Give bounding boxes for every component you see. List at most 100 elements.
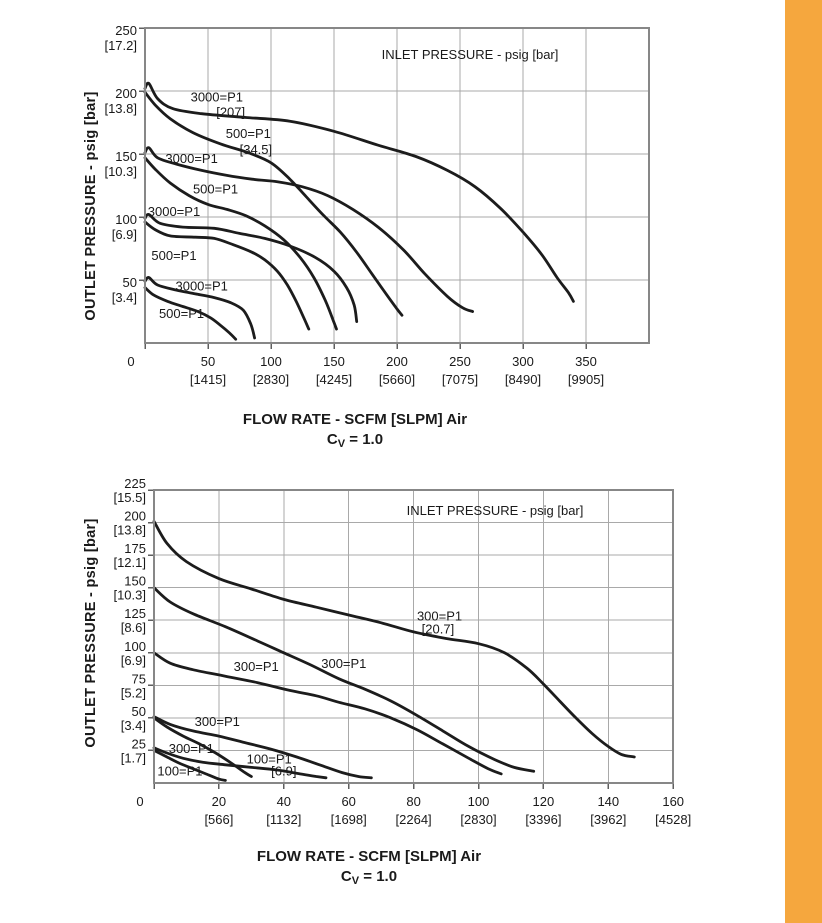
flow-curve-set150-inlet500 (143, 156, 338, 331)
x-tick-sublabel: [4528] (655, 812, 691, 827)
y-tick-label: 100 (115, 212, 137, 227)
x-tick-sublabel: [8490] (505, 372, 541, 387)
y-tick-label: 150 (124, 574, 146, 589)
x-tick-label: 150 (323, 354, 345, 369)
y-axis-title-bottom: OUTLET PRESSURE - psig [bar] (83, 518, 99, 747)
inlet-pressure-legend-bottom: INLET PRESSURE - psig [bar] (407, 503, 584, 518)
x-tick-sublabel: [3962] (590, 812, 626, 827)
curve-annotation: 3000=P1 (165, 151, 217, 166)
y-tick-label: 75 (132, 671, 146, 686)
plot-border (153, 489, 675, 784)
curve-annotation: 100=P1 (247, 752, 292, 767)
x-tick-sublabel: [2830] (253, 372, 289, 387)
y-tick-sublabel: [3.4] (112, 290, 137, 305)
curve-annotation: 500=P1 (159, 306, 204, 321)
y-tick-sublabel: [8.6] (121, 620, 146, 635)
flow-curve-set50-inlet3000 (143, 276, 256, 340)
x-tick-label: 250 (449, 354, 471, 369)
x-tick-sublabel: [5660] (379, 372, 415, 387)
cv-label-top: CV = 1.0 (327, 431, 383, 450)
x-tick-label: 200 (386, 354, 408, 369)
x-tick-sublabel: [2264] (396, 812, 432, 827)
x-tick-label: 60 (341, 794, 355, 809)
curve-annotation: 300=P1 (417, 608, 462, 623)
x-tick-label: 120 (533, 794, 555, 809)
y-tick-label: 50 (132, 704, 146, 719)
flow-curve-set150-inlet3000 (143, 146, 474, 313)
curve-annotation: 3000=P1 (175, 278, 227, 293)
x-tick-label: 40 (277, 794, 291, 809)
flow-curve-set100-inlet500 (143, 220, 311, 331)
y-tick-label: 175 (124, 541, 146, 556)
curve-annotation: 3000=P1 (191, 89, 243, 104)
y-tick-label: 125 (124, 606, 146, 621)
y-tick-sublabel: [13.8] (104, 101, 137, 116)
y-tick-sublabel: [12.1] (113, 555, 146, 570)
y-tick-label: 50 (123, 275, 137, 290)
x-tick-sublabel: [1132] (266, 812, 301, 827)
x-tick-label: 100 (260, 354, 282, 369)
y-tick-sublabel: [13.8] (113, 523, 146, 538)
x-tick-sublabel: [566] (204, 812, 233, 827)
y-tick-label: 150 (115, 149, 137, 164)
y-tick-label: 100 (124, 639, 146, 654)
y-tick-sublabel: [10.3] (113, 588, 146, 603)
curve-annotation: [20.7] (422, 621, 455, 636)
flow-curve-set200-inlet500 (143, 90, 404, 317)
x-tick-sublabel: [7075] (442, 372, 478, 387)
inlet-pressure-legend-top: INLET PRESSURE - psig [bar] (382, 47, 559, 62)
y-tick-label: 25 (132, 736, 146, 751)
flow-curve-set50-inlet100 (152, 716, 253, 778)
x-tick-label: 80 (406, 794, 420, 809)
x-tick-label: 140 (597, 794, 619, 809)
curve-annotation: 300=P1 (321, 656, 366, 671)
x-tick-label: 20 (212, 794, 226, 809)
y-tick-sublabel: [5.2] (121, 685, 146, 700)
page-edge-accent-bar (785, 0, 822, 923)
flow-curve-set200-inlet3000 (143, 81, 575, 303)
flow-curve-set25-inlet300 (152, 746, 328, 780)
curve-annotation: 500=P1 (226, 126, 271, 141)
x-tick-label: 160 (662, 794, 684, 809)
curve-annotation: 500=P1 (193, 181, 238, 196)
flow-curve-set25-inlet100 (152, 749, 227, 782)
cv-label-bottom: CV = 1.0 (341, 868, 397, 887)
x-axis-title-bottom: FLOW RATE - SCFM [SLPM] Air (257, 848, 481, 865)
flow-curve-set50-inlet300 (152, 715, 373, 780)
x-tick-sublabel: [9905] (568, 372, 604, 387)
flow-curve-set50-inlet500 (143, 286, 238, 341)
flow-curve-set100-inlet300 (152, 651, 503, 776)
flow-curve-set200-inlet300 (152, 519, 636, 759)
y-tick-sublabel: [3.4] (121, 718, 146, 733)
plot-border (144, 27, 650, 344)
x-tick-sublabel: [3396] (525, 812, 561, 827)
y-tick-label: 225 (124, 476, 146, 491)
x-tick-label: 0 (136, 794, 143, 809)
x-tick-label: 350 (575, 354, 597, 369)
y-tick-sublabel: [15.5] (113, 490, 146, 505)
flow-curve-set100-inlet3000 (143, 212, 359, 323)
y-tick-sublabel: [6.9] (121, 653, 146, 668)
x-tick-label: 0 (127, 354, 134, 369)
y-tick-label: 200 (115, 86, 137, 101)
chart-top-cv1-high-pressure: 500=P1 3000=P1 500=P1 3000=P1 500=P1 3000=P1 [… (83, 23, 650, 450)
x-tick-label: 50 (201, 354, 215, 369)
curve-annotation: 300=P1 (234, 659, 279, 674)
y-tick-sublabel: [1.7] (121, 750, 146, 765)
x-tick-sublabel: [2830] (460, 812, 496, 827)
curve-annotation: 300=P1 (195, 714, 240, 729)
y-tick-sublabel: [10.3] (104, 164, 137, 179)
flow-curve-set150-inlet300 (152, 586, 536, 773)
x-tick-label: 300 (512, 354, 534, 369)
x-tick-sublabel: [1415] (190, 372, 226, 387)
y-tick-sublabel: [17.2] (104, 38, 137, 53)
x-axis-title-top: FLOW RATE - SCFM [SLPM] Air (243, 411, 467, 428)
curve-annotation: 500=P1 (151, 248, 196, 263)
y-tick-label: 200 (124, 509, 146, 524)
y-tick-sublabel: [6.9] (112, 227, 137, 242)
x-tick-sublabel: [4245] (316, 372, 352, 387)
y-axis-title-top: OUTLET PRESSURE - psig [bar] (83, 91, 99, 320)
